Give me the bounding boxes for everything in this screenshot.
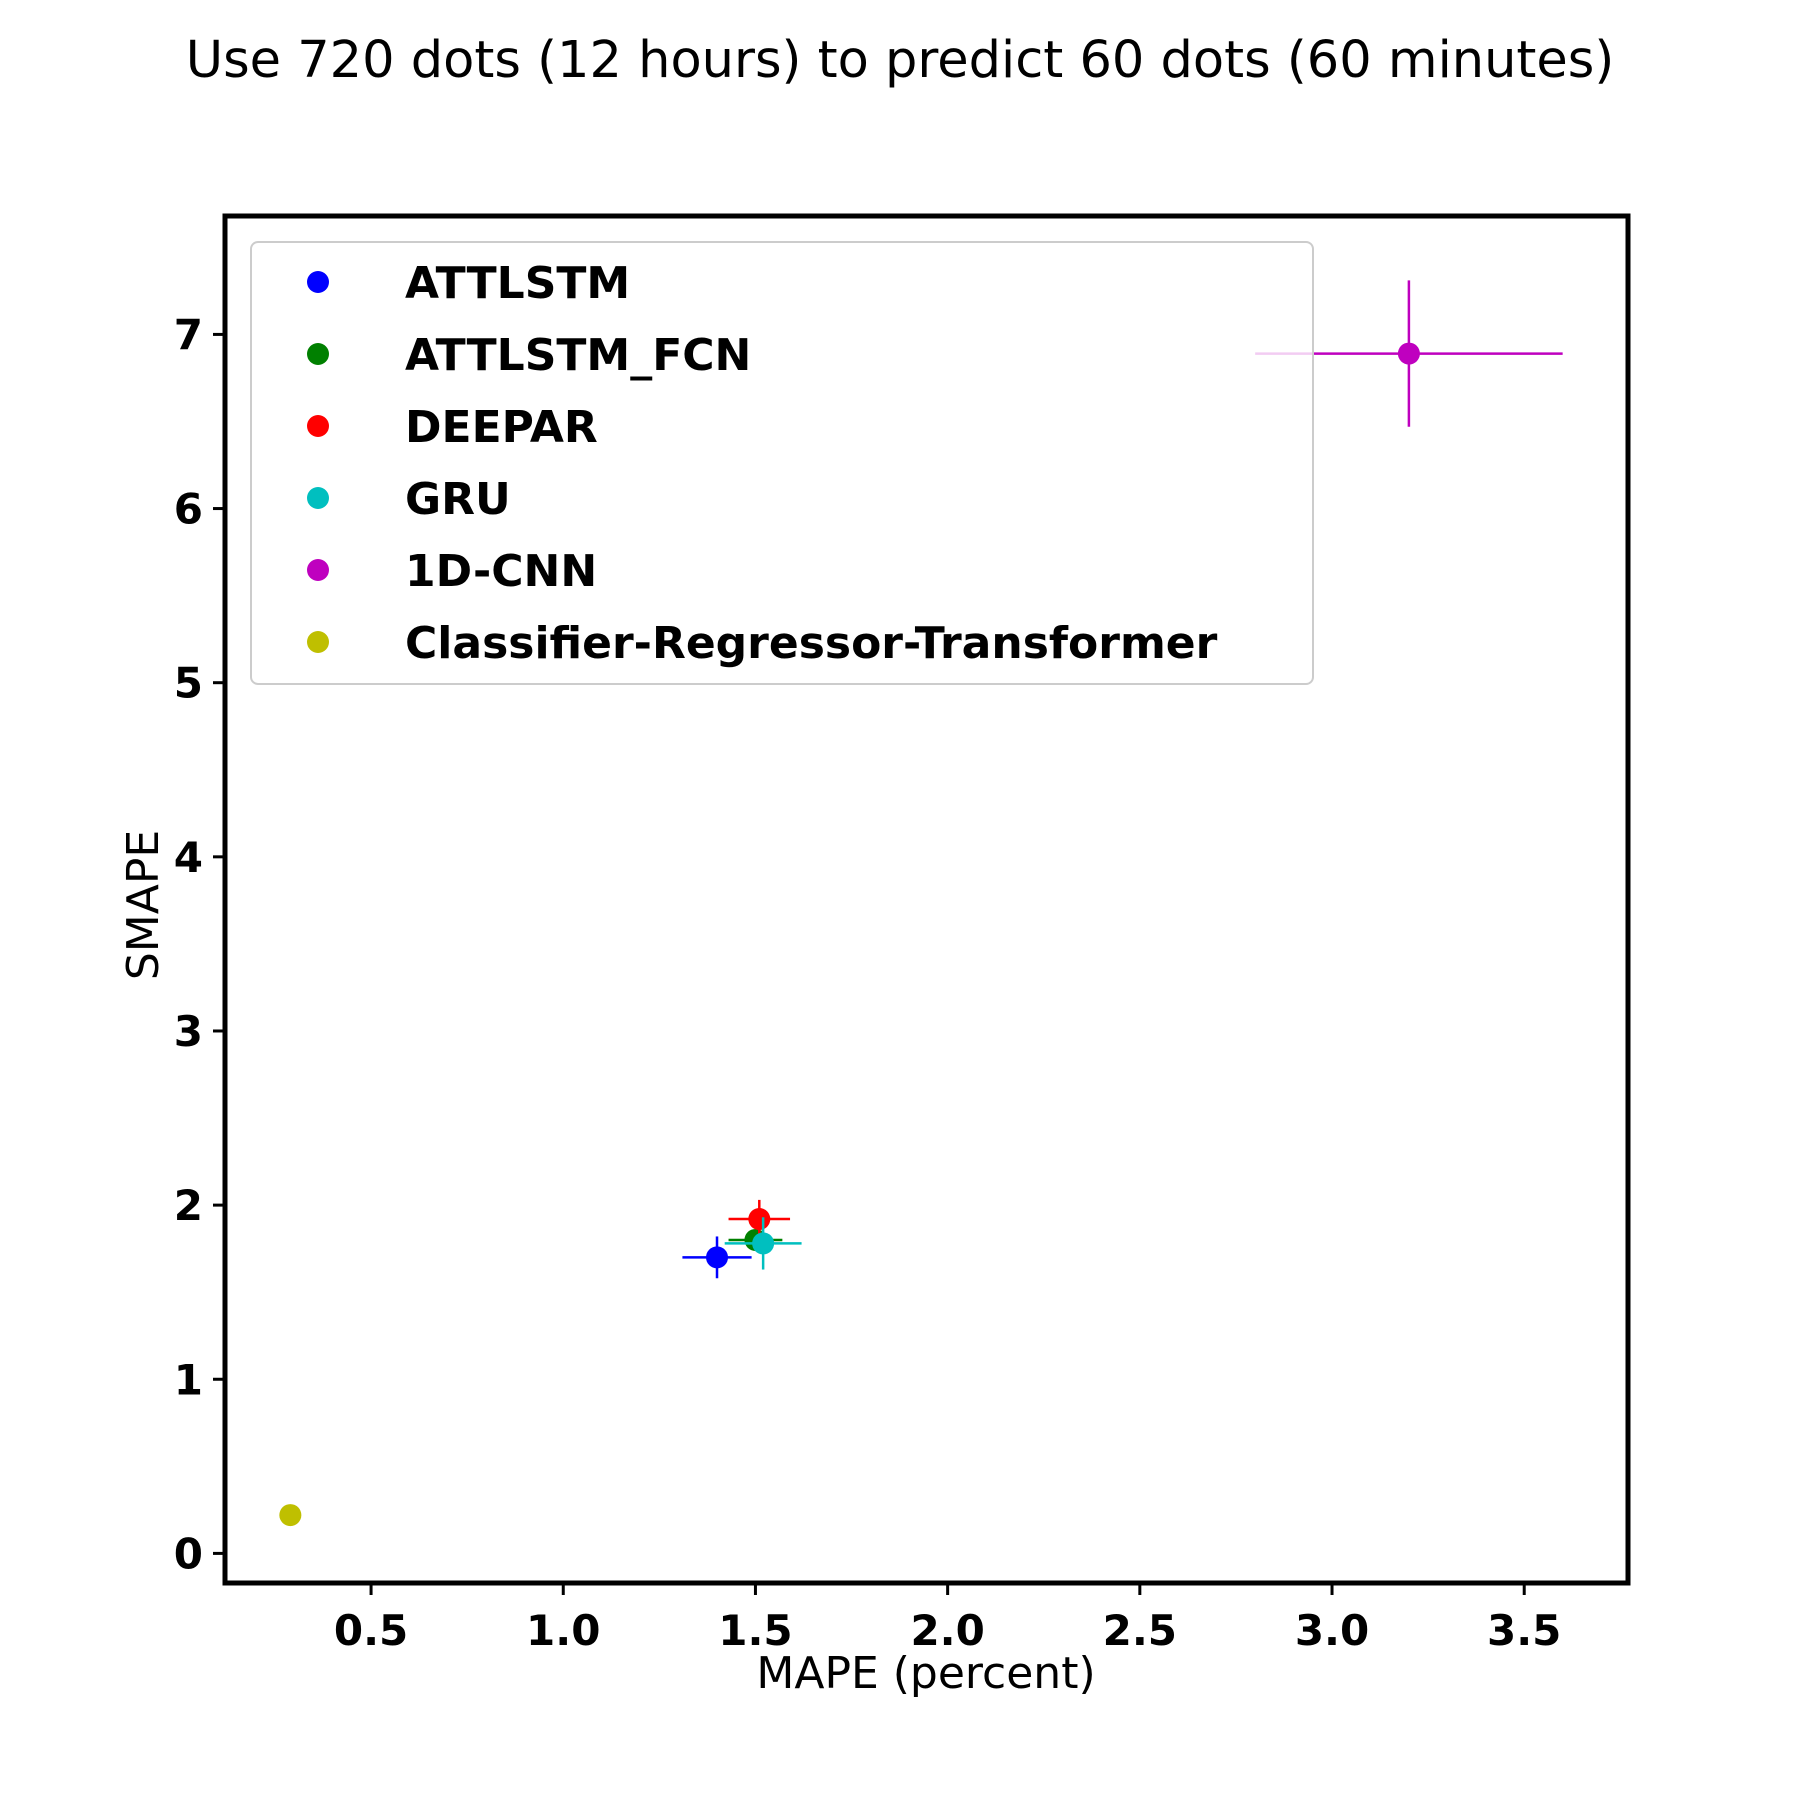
data-point bbox=[279, 1504, 302, 1527]
x-tick-label: 2.5 bbox=[1103, 1606, 1177, 1655]
x-tick-label: 2.0 bbox=[910, 1606, 984, 1655]
y-tick-label: 4 bbox=[174, 833, 203, 882]
y-tick-label: 0 bbox=[174, 1529, 203, 1578]
legend-marker bbox=[307, 271, 329, 293]
chart-title: Use 720 dots (12 hours) to predict 60 do… bbox=[186, 31, 1615, 90]
legend-label: ATTLSTM_FCN bbox=[405, 330, 751, 381]
legend-marker bbox=[307, 343, 329, 365]
data-point bbox=[752, 1232, 775, 1255]
y-tick-label: 5 bbox=[174, 659, 203, 708]
data-point bbox=[1397, 342, 1420, 365]
x-axis-ticks: 0.5 1.0 1.5 2.0 2.5 3.0 3.5 bbox=[334, 1583, 1561, 1655]
legend-label: ATTLSTM bbox=[405, 258, 630, 309]
legend: ATTLSTM ATTLSTM_FCN DEEPAR GRU 1D-CNN Classif… bbox=[250, 241, 1314, 685]
x-tick-label: 3.5 bbox=[1487, 1606, 1561, 1655]
legend-marker bbox=[307, 631, 329, 653]
legend-marker bbox=[307, 487, 329, 509]
x-tick-label: 0.5 bbox=[334, 1606, 408, 1655]
series-point-group bbox=[724, 1217, 802, 1270]
y-tick-label: 6 bbox=[174, 485, 203, 534]
legend-label: 1D-CNN bbox=[405, 546, 597, 597]
series-point-group bbox=[728, 1199, 791, 1239]
legend-box bbox=[250, 241, 1314, 685]
legend-marker bbox=[307, 559, 329, 581]
data-point bbox=[706, 1246, 729, 1269]
x-tick-label: 1.0 bbox=[526, 1606, 600, 1655]
legend-label: Classifier-Regressor-Transformer bbox=[405, 618, 1218, 669]
x-tick-label: 1.5 bbox=[718, 1606, 792, 1655]
x-axis-label: MAPE (percent) bbox=[756, 1648, 1095, 1699]
y-axis-label: SMAPE bbox=[118, 830, 169, 980]
data-point bbox=[748, 1208, 771, 1231]
legend-label: GRU bbox=[405, 474, 511, 525]
y-tick-label: 2 bbox=[174, 1181, 203, 1230]
legend-marker bbox=[307, 415, 329, 437]
x-tick-label: 3.0 bbox=[1295, 1606, 1369, 1655]
plot-frame bbox=[222, 213, 1631, 1586]
y-tick-label: 1 bbox=[174, 1355, 203, 1404]
y-tick-label: 3 bbox=[174, 1007, 203, 1056]
y-tick-label: 7 bbox=[174, 310, 203, 359]
y-axis-ticks: 0 1 2 3 4 5 6 7 bbox=[174, 310, 225, 1578]
legend-label: DEEPAR bbox=[405, 402, 598, 453]
series-point-group bbox=[279, 1504, 302, 1527]
series-point-group bbox=[682, 1236, 752, 1279]
